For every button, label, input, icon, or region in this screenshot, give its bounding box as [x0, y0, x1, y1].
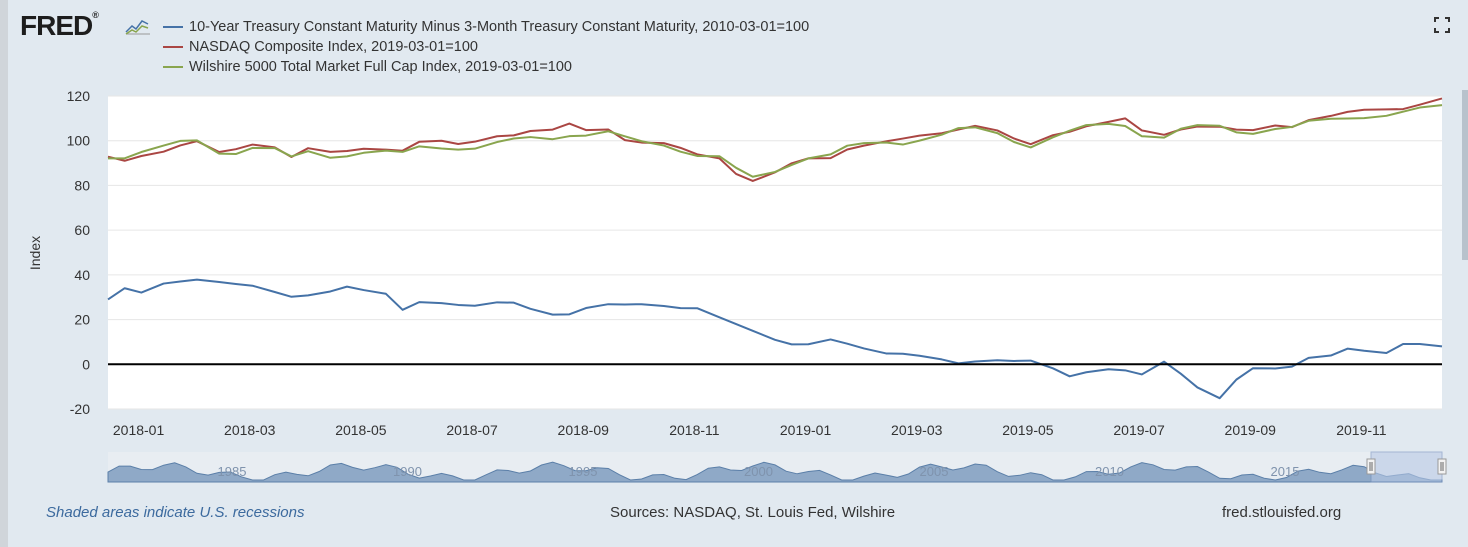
legend-swatch-wilshire [163, 66, 183, 68]
y-tick-label: 40 [74, 267, 90, 283]
navigator-left-handle[interactable] [1366, 458, 1376, 475]
legend-item-treasury-spread[interactable]: 10-Year Treasury Constant Maturity Minus… [163, 17, 809, 37]
x-tick-label: 2019-03 [891, 422, 943, 438]
window-left-edge [0, 0, 8, 547]
recession-note: Shaded areas indicate U.S. recessions [46, 504, 305, 521]
y-tick-label: 100 [67, 133, 91, 149]
x-tick-label: 2018-01 [113, 422, 165, 438]
y-axis-ticks: 120 100 80 60 40 20 0 -20 [67, 88, 91, 417]
x-tick-label: 2019-11 [1336, 422, 1387, 438]
legend-swatch-nasdaq [163, 46, 183, 48]
series-line [107, 104, 1443, 178]
legend-label: Wilshire 5000 Total Market Full Cap Inde… [189, 59, 572, 75]
y-tick-label: -20 [70, 401, 90, 417]
legend-item-nasdaq[interactable]: NASDAQ Composite Index, 2019-03-01=100 [163, 37, 809, 57]
fred-logo[interactable]: FRED® [20, 10, 99, 42]
x-tick-label: 2019-05 [1002, 422, 1054, 438]
scrollbar[interactable] [1462, 90, 1468, 260]
plot-area [108, 96, 1442, 409]
fullscreen-icon[interactable] [1433, 16, 1451, 34]
x-tick-label: 2019-07 [1113, 422, 1165, 438]
line-chart: 120 100 80 60 40 20 0 -20 2018-01 2018-03 2018-05… [27, 88, 1447, 483]
legend-label: 10-Year Treasury Constant Maturity Minus… [189, 19, 810, 35]
x-tick-label: 2018-03 [224, 422, 276, 438]
y-tick-label: 80 [74, 177, 90, 193]
series-line [107, 278, 1443, 400]
logo-chart-icon [124, 14, 152, 38]
y-tick-label: 20 [74, 312, 90, 328]
legend-label: NASDAQ Composite Index, 2019-03-01=100 [189, 39, 478, 55]
x-axis-ticks: 2018-01 2018-03 2018-05 2018-07 2018-09 2018-… [113, 422, 1387, 438]
navigator-year-label: 1995 [569, 464, 598, 479]
y-tick-label: 0 [82, 356, 90, 372]
navigator[interactable]: 1985 1990 1995 2000 2005 2010 2015 [107, 451, 1447, 483]
navigator-year-label: 2010 [1095, 464, 1124, 479]
y-axis-label: Index [27, 236, 43, 270]
navigator-year-labels: 1985 1990 1995 2000 2005 2010 2015 [218, 464, 1300, 479]
x-tick-label: 2019-09 [1225, 422, 1277, 438]
x-tick-label: 2018-05 [335, 422, 387, 438]
site-link[interactable]: fred.stlouisfed.org [1222, 504, 1342, 521]
x-tick-label: 2018-11 [669, 422, 720, 438]
legend-item-wilshire[interactable]: Wilshire 5000 Total Market Full Cap Inde… [163, 57, 809, 77]
navigator-selection[interactable] [1370, 451, 1443, 483]
y-tick-label: 60 [74, 222, 90, 238]
navigator-year-label: 2005 [920, 464, 949, 479]
navigator-year-label: 2015 [1271, 464, 1300, 479]
navigator-area [107, 461, 1443, 483]
chart-legend: 10-Year Treasury Constant Maturity Minus… [163, 17, 809, 77]
navigator-right-handle[interactable] [1437, 458, 1447, 475]
series-lines [107, 97, 1443, 400]
logo-trademark: ® [92, 10, 99, 20]
navigator-year-label: 2000 [744, 464, 773, 479]
sources-text: Sources: NASDAQ, St. Louis Fed, Wilshire [610, 504, 896, 521]
x-tick-label: 2018-09 [558, 422, 610, 438]
x-tick-label: 2018-07 [446, 422, 498, 438]
y-tick-label: 120 [67, 88, 91, 104]
logo-text: FRED [20, 10, 93, 41]
legend-swatch-treasury-spread [163, 26, 183, 28]
x-tick-label: 2019-01 [780, 422, 832, 438]
navigator-year-label: 1985 [218, 464, 247, 479]
navigator-year-label: 1990 [393, 464, 422, 479]
